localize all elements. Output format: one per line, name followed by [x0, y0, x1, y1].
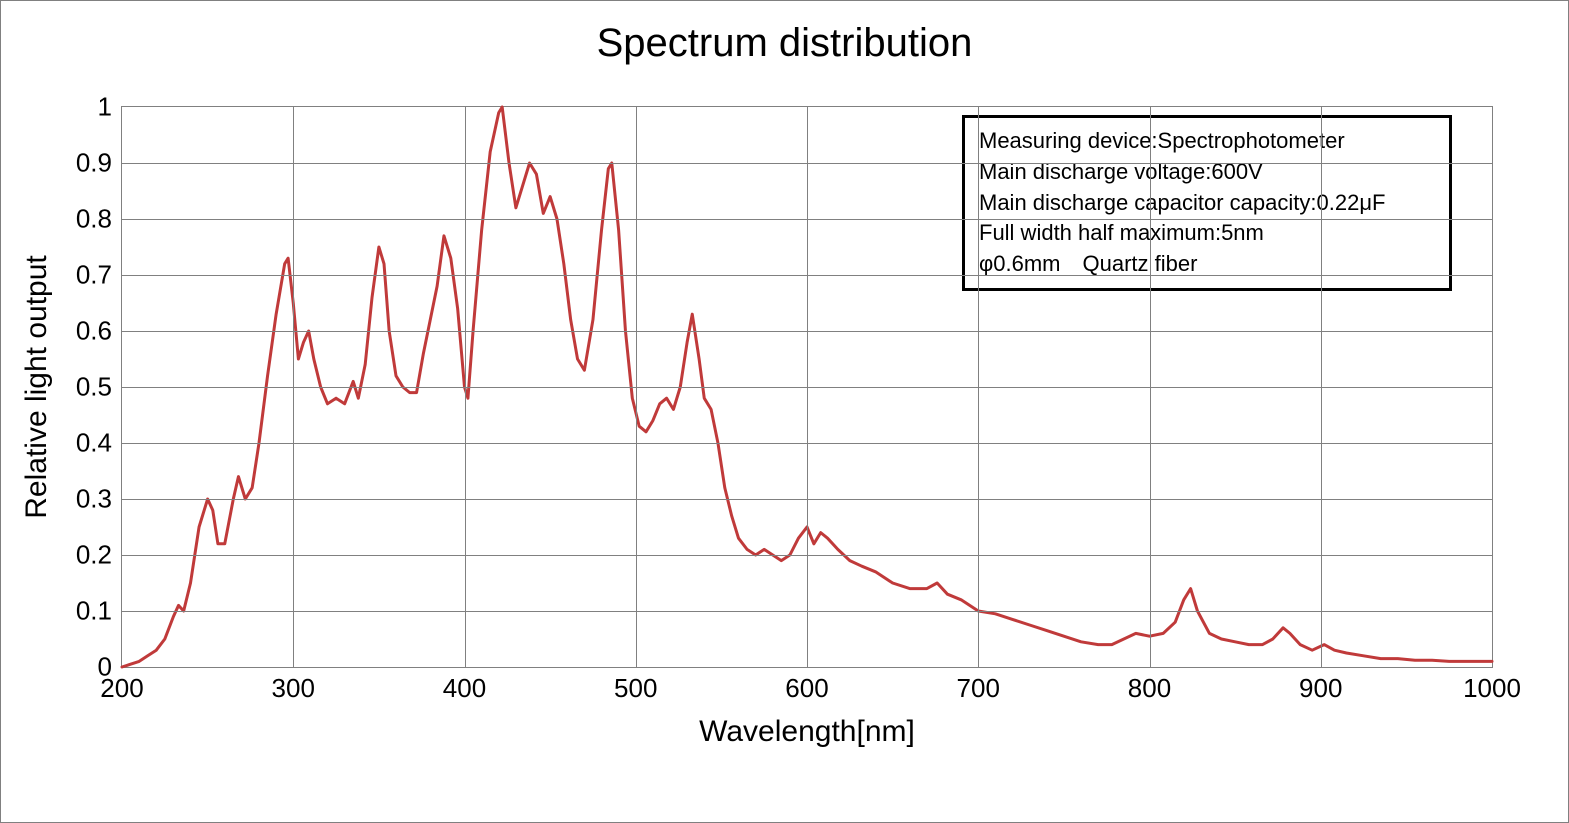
x-tick-label: 1000: [1463, 673, 1521, 704]
y-tick-label: 1: [98, 92, 112, 123]
y-tick-label: 0.2: [76, 540, 112, 571]
y-tick-label: 0.4: [76, 428, 112, 459]
x-tick-label: 600: [785, 673, 828, 704]
info-line: Measuring device:Spectrophotometer: [979, 126, 1435, 157]
gridline-h: [122, 443, 1492, 444]
gridline-h: [122, 331, 1492, 332]
y-tick-label: 0.8: [76, 204, 112, 235]
x-tick-label: 900: [1299, 673, 1342, 704]
info-line: Main discharge voltage:600V: [979, 157, 1435, 188]
x-tick-label: 500: [614, 673, 657, 704]
x-tick-label: 800: [1128, 673, 1171, 704]
y-tick-label: 0.3: [76, 484, 112, 515]
chart-title: Spectrum distribution: [1, 21, 1568, 66]
x-tick-label: 400: [443, 673, 486, 704]
chart-frame: Spectrum distribution Measuring device:S…: [0, 0, 1569, 823]
x-tick-label: 700: [957, 673, 1000, 704]
x-tick-label: 300: [272, 673, 315, 704]
plot-area: Measuring device:SpectrophotometerMain d…: [121, 106, 1493, 668]
y-tick-label: 0.6: [76, 316, 112, 347]
gridline-h: [122, 555, 1492, 556]
x-axis-label: Wavelength[nm]: [699, 715, 915, 749]
y-tick-label: 0.9: [76, 148, 112, 179]
y-tick-label: 0.5: [76, 372, 112, 403]
y-tick-label: 0: [98, 652, 112, 683]
y-tick-label: 0.1: [76, 596, 112, 627]
info-box: Measuring device:SpectrophotometerMain d…: [962, 115, 1452, 291]
gridline-h: [122, 387, 1492, 388]
y-tick-label: 0.7: [76, 260, 112, 291]
gridline-h: [122, 163, 1492, 164]
info-line: Full width half maximum:5nm: [979, 218, 1435, 249]
gridline-h: [122, 611, 1492, 612]
y-axis-label: Relative light output: [20, 255, 54, 519]
gridline-h: [122, 499, 1492, 500]
info-line: Main discharge capacitor capacity:0.22μF: [979, 188, 1435, 219]
gridline-h: [122, 275, 1492, 276]
plot-wrap: Measuring device:SpectrophotometerMain d…: [121, 106, 1493, 668]
gridline-h: [122, 219, 1492, 220]
